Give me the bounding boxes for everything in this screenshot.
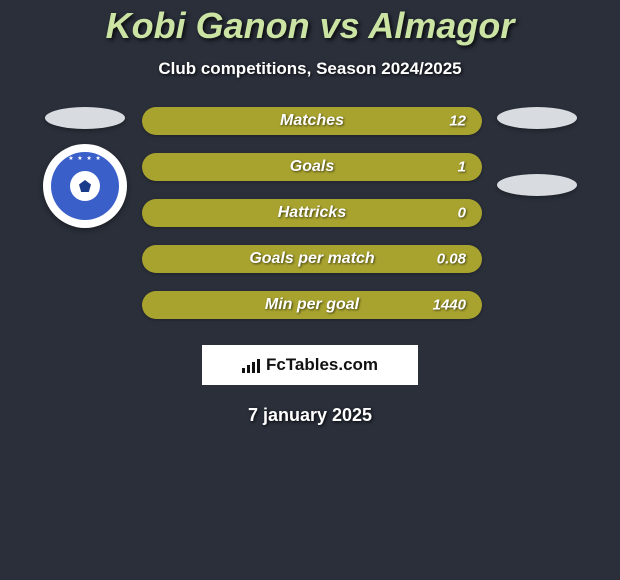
brand-box[interactable]: FcTables.com bbox=[202, 345, 418, 385]
stat-bar-goals-per-match: Goals per match 0.08 bbox=[142, 245, 482, 273]
stat-value: 12 bbox=[449, 113, 466, 130]
left-column: ★ ★ ★ ★ bbox=[43, 107, 127, 228]
player-placeholder-right-1 bbox=[497, 107, 577, 129]
stat-bar-min-per-goal: Min per goal 1440 bbox=[142, 291, 482, 319]
right-column bbox=[497, 107, 577, 196]
date-text: 7 january 2025 bbox=[0, 405, 620, 426]
stat-bar-goals: Goals 1 bbox=[142, 153, 482, 181]
stat-bar-hattricks: Hattricks 0 bbox=[142, 199, 482, 227]
stats-column: Matches 12 Goals 1 Hattricks 0 Goals per… bbox=[142, 107, 482, 319]
main-row: ★ ★ ★ ★ Matches 12 Goals 1 Hattricks 0 G… bbox=[0, 107, 620, 319]
club-badge-left: ★ ★ ★ ★ bbox=[43, 144, 127, 228]
stat-value: 1440 bbox=[433, 297, 466, 314]
stat-value: 0 bbox=[458, 205, 466, 222]
stat-label: Matches bbox=[280, 112, 344, 130]
subtitle: Club competitions, Season 2024/2025 bbox=[0, 59, 620, 79]
player-placeholder-right-2 bbox=[497, 174, 577, 196]
player-placeholder-left bbox=[45, 107, 125, 129]
stat-label: Goals bbox=[290, 158, 334, 176]
stat-label: Hattricks bbox=[278, 204, 346, 222]
comparison-card: Kobi Ganon vs Almagor Club competitions,… bbox=[0, 0, 620, 426]
page-title: Kobi Ganon vs Almagor bbox=[0, 5, 620, 47]
stat-value: 1 bbox=[458, 159, 466, 176]
bar-chart-icon bbox=[242, 357, 260, 373]
brand-text: FcTables.com bbox=[266, 355, 378, 375]
stat-label: Min per goal bbox=[265, 296, 359, 314]
stat-bar-matches: Matches 12 bbox=[142, 107, 482, 135]
stat-value: 0.08 bbox=[437, 251, 466, 268]
stat-label: Goals per match bbox=[249, 250, 374, 268]
